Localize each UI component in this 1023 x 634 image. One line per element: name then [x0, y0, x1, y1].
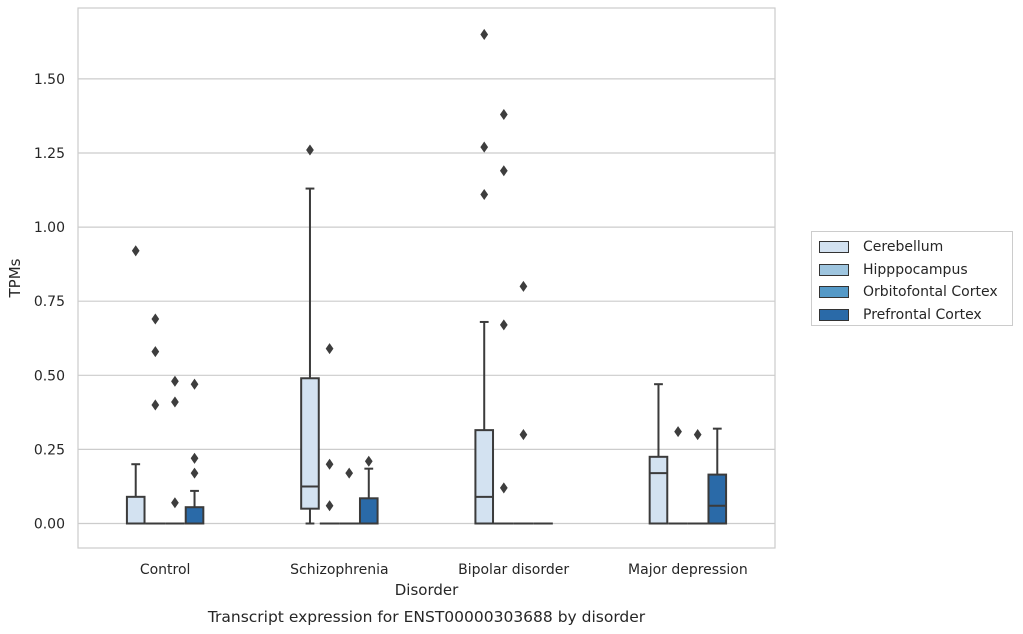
box-prefrontal-cortex: [358, 455, 379, 525]
chart-title: Transcript expression for ENST0000030368…: [207, 608, 646, 626]
y-tick-label: 1.50: [34, 72, 65, 88]
outlier-marker: [499, 482, 508, 494]
y-tick-label: 0.25: [34, 442, 65, 458]
box-orbitofontal-cortex: [513, 280, 534, 525]
box-iqr: [474, 429, 495, 525]
outlier-marker: [190, 378, 199, 390]
box-iqr: [707, 473, 728, 525]
outlier-marker: [345, 467, 354, 479]
box-orbitofontal-cortex: [687, 429, 708, 525]
outlier-marker: [171, 396, 179, 408]
x-axis-label: Disorder: [395, 581, 459, 599]
x-tick-label: Major depression: [628, 562, 748, 578]
box-iqr: [648, 455, 669, 525]
outlier-marker: [480, 28, 489, 40]
outlier-marker: [693, 429, 702, 441]
outlier-marker: [171, 375, 179, 387]
grid-lines: [78, 78, 775, 525]
box-cerebellum: [474, 28, 495, 525]
outlier-marker: [306, 144, 314, 156]
outlier-marker: [151, 313, 160, 325]
y-tick-label: 1.00: [34, 220, 65, 236]
box-hipppocampus: [145, 313, 166, 525]
outlier-marker: [190, 452, 199, 464]
legend-swatch: [819, 263, 849, 276]
y-tick-label: 0.00: [34, 517, 65, 533]
box-prefrontal-cortex: [184, 378, 205, 525]
outlier-marker: [151, 399, 160, 411]
outlier-marker: [364, 455, 373, 467]
outlier-marker: [499, 165, 508, 177]
outlier-marker: [519, 280, 528, 292]
legend-label: Hipppocampus: [863, 261, 968, 278]
box-cerebellum: [300, 144, 320, 525]
outlier-marker: [325, 343, 334, 355]
y-tick-labels: 0.00 0.25 0.50 0.75 1.00 1.25 1.50: [34, 72, 65, 533]
box-orbitofontal-cortex: [339, 467, 359, 525]
box-orbitofontal-cortex: [165, 375, 185, 525]
x-tick-label: Schizophrenia: [290, 562, 388, 578]
y-tick-label: 1.25: [34, 146, 65, 162]
outlier-marker: [519, 429, 528, 441]
legend-label: Cerebellum: [863, 239, 944, 256]
legend-label: Orbitofontal Cortex: [863, 284, 998, 301]
outlier-marker: [151, 346, 160, 358]
box-iqr: [300, 377, 320, 510]
outlier-marker: [171, 497, 179, 509]
legend-swatch: [819, 308, 849, 321]
box-prefrontal-cortex: [707, 427, 728, 525]
outlier-marker: [480, 141, 489, 153]
box-iqr: [184, 506, 205, 525]
box-cerebellum: [648, 383, 669, 525]
x-tick-labels: Control Schizophrenia Bipolar disorder Majo…: [140, 562, 748, 578]
outlier-marker: [499, 108, 508, 120]
legend-item: Cerebellum: [818, 236, 1006, 259]
y-tick-label: 0.50: [34, 368, 65, 384]
outlier-marker: [325, 500, 334, 512]
legend-swatch: [819, 286, 849, 299]
y-axis-label: TPMs: [6, 258, 24, 298]
box-iqr: [125, 495, 146, 525]
box-iqr: [358, 497, 379, 525]
y-tick-label: 0.75: [34, 294, 65, 310]
outlier-marker: [480, 188, 489, 201]
box-hipppocampus: [494, 108, 514, 525]
outlier-marker: [131, 245, 140, 257]
outlier-marker: [325, 458, 334, 470]
legend: Cerebellum Hipppocampus Orbitofontal Corte…: [811, 231, 1013, 326]
legend-item: Prefrontal Cortex: [818, 304, 1006, 327]
box-hipppocampus: [319, 343, 340, 525]
outlier-marker: [499, 319, 508, 331]
x-tick-label: Control: [140, 562, 191, 578]
legend-item: Hipppocampus: [818, 259, 1006, 282]
legend-label: Prefrontal Cortex: [863, 306, 982, 323]
box-hipppocampus: [668, 426, 688, 525]
legend-swatch: [819, 241, 849, 254]
outlier-marker: [190, 467, 199, 479]
x-tick-label: Bipolar disorder: [458, 562, 569, 578]
axes-frame: [77, 7, 776, 549]
box-marks: [125, 28, 728, 525]
box-cerebellum: [125, 245, 146, 525]
legend-item: Orbitofontal Cortex: [818, 281, 1006, 304]
outlier-marker: [674, 426, 682, 438]
